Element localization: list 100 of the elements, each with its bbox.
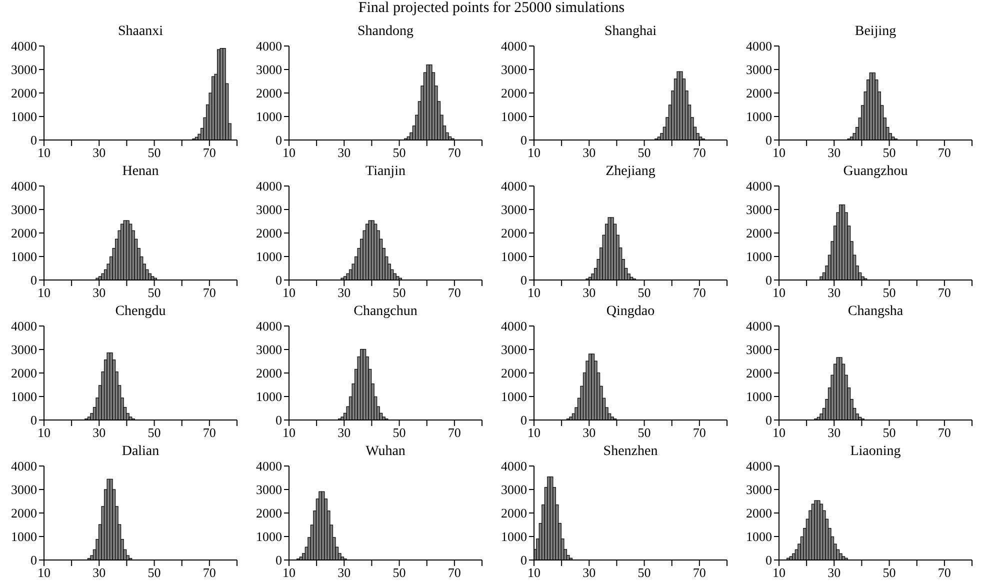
y-tick-label: 3000 <box>11 202 37 218</box>
y-tick-label: 0 <box>276 272 282 288</box>
x-tick-label: 30 <box>338 425 351 440</box>
x-tick-label: 50 <box>638 145 651 160</box>
x-tick-label: 10 <box>38 425 50 440</box>
y-tick-label: 4000 <box>11 458 37 474</box>
y-tick-label: 3000 <box>256 342 282 358</box>
x-tick-label: 70 <box>692 145 706 160</box>
y-tick-label: 2000 <box>256 226 282 241</box>
y-tick-label: 3000 <box>501 482 527 498</box>
y-tick-label: 3000 <box>256 202 282 218</box>
y-tick-label: 4000 <box>256 458 282 474</box>
y-tick-label: 2000 <box>11 226 37 241</box>
text: Final projected points for 25000 simulations <box>357 0 626 17</box>
chart-title: Wuhan <box>364 444 406 460</box>
y-tick-label: 0 <box>276 412 282 428</box>
y-tick-label: 4000 <box>256 38 282 54</box>
x-tick-label: 10 <box>38 565 50 580</box>
x-tick-label: 10 <box>772 285 786 300</box>
x-tick-label: 70 <box>692 565 706 580</box>
y-tick-label: 1000 <box>501 529 527 544</box>
y-tick-label: 1000 <box>746 109 772 124</box>
x-tick-label: 30 <box>92 145 106 160</box>
y-tick-label: 3000 <box>256 482 282 498</box>
y-tick-label: 3000 <box>746 62 772 78</box>
chart-title: Chengdu <box>114 304 167 320</box>
x-tick-label: 30 <box>338 565 351 580</box>
y-tick-label: 2000 <box>11 86 37 101</box>
y-tick-label: 4000 <box>746 178 772 194</box>
x-tick-label: 10 <box>282 425 296 440</box>
y-tick-label: 1000 <box>501 109 527 124</box>
y-tick-label: 2000 <box>746 366 772 381</box>
x-tick-label: 70 <box>202 565 216 580</box>
chart-title: Beijing <box>854 24 898 40</box>
y-tick-label: 2000 <box>501 226 527 241</box>
x-tick-label: 30 <box>582 565 596 580</box>
y-tick-label: 0 <box>766 272 772 288</box>
y-tick-label: 4000 <box>746 318 772 334</box>
x-tick-label: 30 <box>92 565 106 580</box>
chart-title: Shandong <box>356 24 414 40</box>
x-tick-label: 50 <box>392 145 406 160</box>
y-tick-label: 4000 <box>11 178 37 194</box>
x-tick-label: 70 <box>448 565 461 580</box>
x-tick-label: 70 <box>938 565 951 580</box>
y-tick-label: 3000 <box>746 202 772 218</box>
chart-title: Shaanxi <box>116 24 164 40</box>
y-tick-label: 4000 <box>11 38 37 54</box>
y-tick-label: 0 <box>276 552 282 568</box>
x-tick-label: 30 <box>828 425 841 440</box>
y-tick-label: 3000 <box>746 342 772 358</box>
x-tick-label: 70 <box>448 285 461 300</box>
chart-title: Tianjin <box>364 164 406 180</box>
y-tick-label: 3000 <box>11 342 37 358</box>
x-tick-label: 30 <box>92 285 106 300</box>
x-tick-label: 10 <box>38 145 50 160</box>
y-tick-label: 0 <box>30 412 37 428</box>
x-tick-label: 70 <box>202 145 216 160</box>
x-tick-label: 30 <box>828 145 841 160</box>
chart-title: Liaoning <box>849 444 902 460</box>
x-tick-label: 50 <box>882 565 896 580</box>
y-tick-label: 2000 <box>746 86 772 101</box>
x-tick-label: 10 <box>282 145 296 160</box>
x-tick-label: 50 <box>882 425 896 440</box>
y-tick-label: 4000 <box>746 458 772 474</box>
y-tick-label: 3000 <box>11 62 37 78</box>
y-tick-label: 0 <box>30 132 37 148</box>
x-tick-label: 70 <box>202 285 216 300</box>
x-tick-label: 10 <box>528 145 540 160</box>
y-tick-label: 1000 <box>746 249 772 264</box>
y-tick-label: 0 <box>276 132 282 148</box>
y-tick-label: 1000 <box>501 389 527 404</box>
y-tick-label: 2000 <box>256 86 282 101</box>
y-tick-label: 3000 <box>256 62 282 78</box>
y-tick-label: 1000 <box>11 249 37 264</box>
x-tick-label: 10 <box>38 285 50 300</box>
x-tick-label: 50 <box>148 425 161 440</box>
x-tick-label: 50 <box>148 565 161 580</box>
chart-title: Changchun <box>352 304 418 320</box>
y-tick-label: 0 <box>766 412 772 428</box>
x-tick-label: 30 <box>828 285 841 300</box>
y-tick-label: 2000 <box>501 366 527 381</box>
y-tick-label: 1000 <box>256 249 282 264</box>
chart-title: Henan <box>121 164 160 180</box>
x-tick-label: 70 <box>692 285 706 300</box>
y-tick-label: 4000 <box>256 318 282 334</box>
y-tick-label: 0 <box>30 272 37 288</box>
x-tick-label: 10 <box>528 285 540 300</box>
y-tick-label: 4000 <box>501 178 527 194</box>
y-tick-label: 0 <box>766 132 772 148</box>
x-tick-label: 10 <box>282 285 296 300</box>
y-tick-label: 1000 <box>256 529 282 544</box>
y-tick-label: 3000 <box>501 62 527 78</box>
x-tick-label: 10 <box>772 425 786 440</box>
y-tick-label: 1000 <box>501 249 527 264</box>
x-tick-label: 70 <box>938 425 951 440</box>
y-tick-label: 1000 <box>256 109 282 124</box>
y-tick-label: 2000 <box>11 366 37 381</box>
chart-title: Changsha <box>846 304 904 320</box>
y-tick-label: 2000 <box>11 506 37 521</box>
y-tick-label: 0 <box>520 552 527 568</box>
